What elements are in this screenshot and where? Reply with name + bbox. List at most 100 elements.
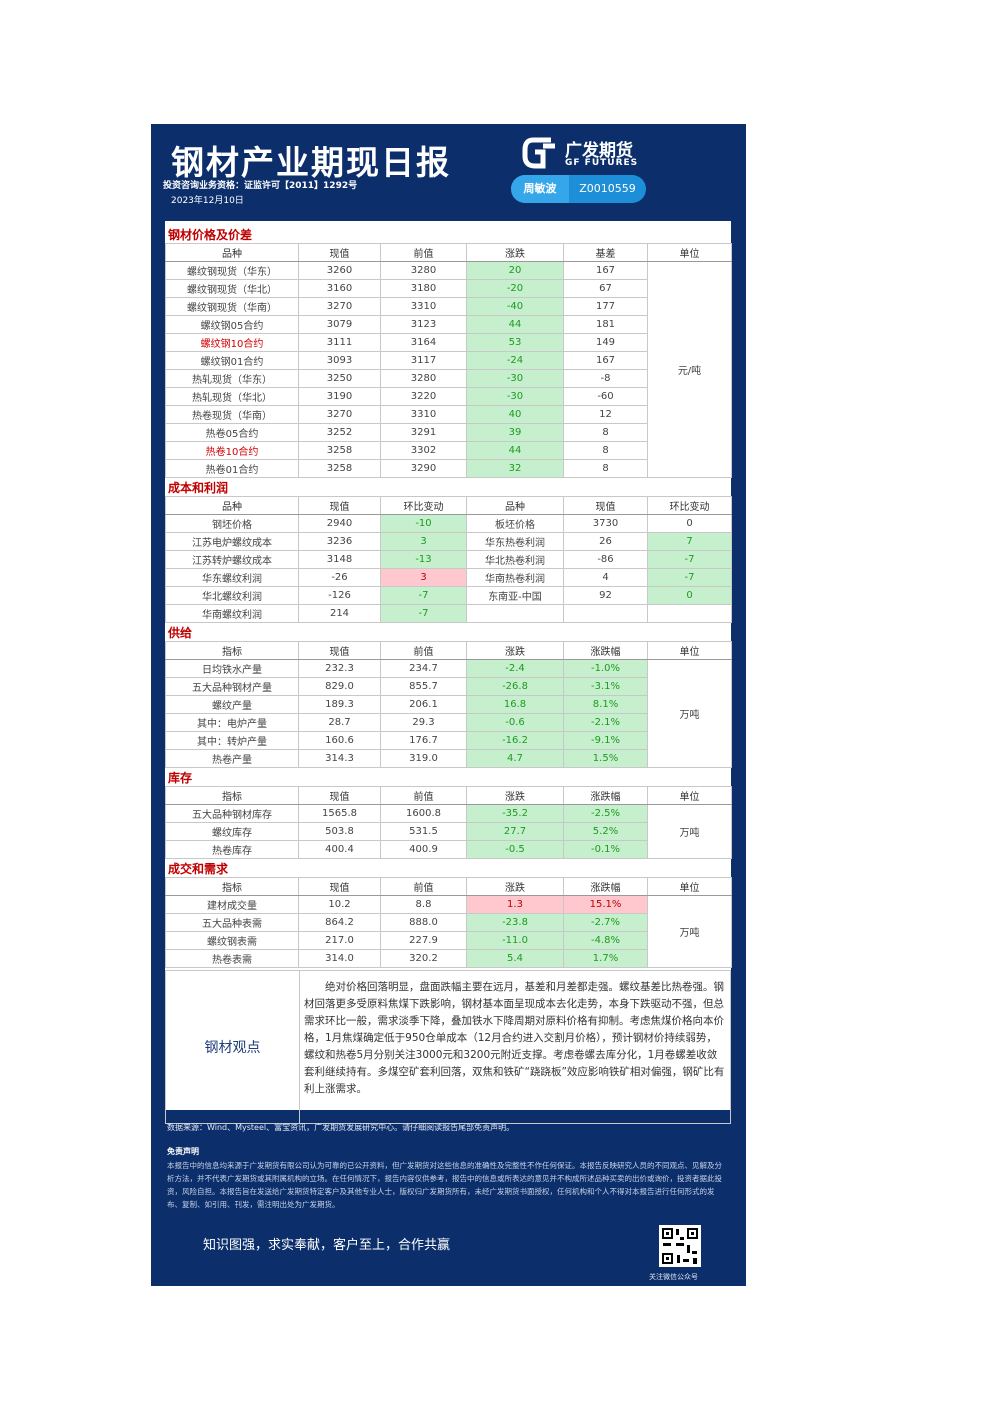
cell: 3236	[298, 532, 381, 551]
cell: 28.7	[298, 713, 381, 732]
column-header: 现值	[563, 496, 648, 515]
cell: 3164	[380, 333, 467, 352]
column-header: 环比变动	[647, 496, 732, 515]
column-header: 品种	[165, 243, 299, 262]
column-header: 单位	[647, 877, 732, 896]
cell: 531.5	[380, 822, 467, 841]
cell: -7	[380, 604, 467, 623]
cell: 829.0	[298, 677, 381, 696]
column-header: 单位	[647, 786, 732, 805]
row-label: 钢坯价格	[165, 514, 299, 533]
cell: 167	[563, 351, 648, 370]
row-label: 螺纹库存	[165, 822, 299, 841]
row-label: 五大品种表需	[165, 913, 299, 932]
cell: 40	[466, 405, 564, 424]
cell: -4.8%	[563, 931, 648, 950]
cell: 1.7%	[563, 949, 648, 968]
opinion-text: 绝对价格回落明显，盘面跌幅主要在远月，基差和月差都走强。螺纹基差比热卷强。钢材回…	[304, 981, 725, 1095]
column-header: 指标	[165, 877, 299, 896]
cell: 7	[647, 532, 732, 551]
data-row: 钢坯价格 2940 -10 板坯价格 3730 0	[165, 514, 732, 533]
cell: -40	[466, 297, 564, 316]
row-label: 热卷现货（华南）	[165, 405, 299, 424]
cell: 176.7	[380, 731, 467, 750]
row-label: 其中：电炉产量	[165, 713, 299, 732]
row-label: 江苏电炉螺纹成本	[165, 532, 299, 551]
cell: 3117	[380, 351, 467, 370]
row-label: 螺纹钢10合约	[165, 333, 299, 352]
data-row: 热轧现货（华东） 3250 3280 -30 -8	[165, 369, 732, 388]
column-header: 指标	[165, 641, 299, 660]
cell: 864.2	[298, 913, 381, 932]
row-label: 热轧现货（华东）	[165, 369, 299, 388]
cell: -0.5	[466, 840, 564, 859]
cell: 29.3	[380, 713, 467, 732]
cell: 0	[647, 586, 732, 605]
cell: -126	[298, 586, 381, 605]
section-title: 成本和利润	[168, 481, 229, 495]
cell: 3270	[298, 405, 381, 424]
cell: 3	[380, 568, 467, 587]
report-panel: 钢材产业期现日报 投资咨询业务资格：证监许可【2011】1292号 2023年1…	[151, 124, 746, 1286]
cell: 3220	[380, 387, 467, 406]
cell: 3291	[380, 423, 467, 442]
data-row: 华北螺纹利润 -126 -7 东南亚-中国 92 0	[165, 586, 732, 605]
column-header: 现值	[298, 496, 381, 515]
cell: -13	[380, 550, 467, 569]
data-row: 江苏电炉螺纹成本 3236 3 华东热卷利润 26 7	[165, 532, 732, 551]
data-row: 热卷05合约 3252 3291 39 8	[165, 423, 732, 442]
row-label: 华北螺纹利润	[165, 586, 299, 605]
cell: 855.7	[380, 677, 467, 696]
row-label: 日均铁水产量	[165, 659, 299, 678]
cell: 44	[466, 441, 564, 460]
cell: -11.0	[466, 931, 564, 950]
slogan: 知识图强，求实奉献，客户至上，合作共赢	[203, 1238, 451, 1253]
cell: 3079	[298, 315, 381, 334]
section-title: 库存	[168, 771, 193, 785]
column-header: 涨跌	[466, 243, 564, 262]
data-row: 螺纹钢现货（华南） 3270 3310 -40 177	[165, 297, 732, 316]
data-row: 五大品种表需 864.2 888.0 -23.8 -2.7%	[165, 913, 732, 932]
cell: 400.9	[380, 840, 467, 859]
cell: 16.8	[466, 695, 564, 714]
column-header: 涨跌	[466, 641, 564, 660]
data-row: 其中：转炉产量 160.6 176.7 -16.2 -9.1%	[165, 731, 732, 750]
data-row: 螺纹产量 189.3 206.1 16.8 8.1%	[165, 695, 732, 714]
analyst-pill: 周敏波 Z0010559	[511, 175, 646, 203]
column-header: 环比变动	[380, 496, 467, 515]
cell: -2.7%	[563, 913, 648, 932]
analyst-license: Z0010559	[579, 182, 636, 195]
header-row: 指标 现值 前值 涨跌 涨跌幅 单位	[165, 877, 732, 896]
logo: 广发期货 GF FUTURES	[521, 134, 641, 174]
column-header: 前值	[380, 786, 467, 805]
cell: -35.2	[466, 804, 564, 823]
cell: 888.0	[380, 913, 467, 932]
cell: 314.0	[298, 949, 381, 968]
cell: 3310	[380, 297, 467, 316]
cell: 160.6	[298, 731, 381, 750]
cell: 4.7	[466, 749, 564, 768]
cell: -2.5%	[563, 804, 648, 823]
column-header: 涨跌幅	[563, 786, 648, 805]
cell: 10.2	[298, 895, 381, 914]
cell: 314.3	[298, 749, 381, 768]
data-row: 热卷库存 400.4 400.9 -0.5 -0.1%	[165, 840, 732, 859]
data-row: 日均铁水产量 232.3 234.7 -2.4 -1.0% 万吨	[165, 659, 732, 768]
cell: 400.4	[298, 840, 381, 859]
section-title: 钢材价格及价差	[168, 228, 253, 242]
data-row: 螺纹钢表需 217.0 227.9 -11.0 -4.8%	[165, 931, 732, 950]
row-label: 五大品种钢材库存	[165, 804, 299, 823]
column-header: 单位	[647, 641, 732, 660]
data-row: 螺纹钢05合约 3079 3123 44 181	[165, 315, 732, 334]
unit: 万吨	[647, 895, 732, 968]
row-label: 其中：转炉产量	[165, 731, 299, 750]
cell: -7	[647, 568, 732, 587]
cell: -3.1%	[563, 677, 648, 696]
data-row: 五大品种钢材库存 1565.8 1600.8 -35.2 -2.5% 万吨	[165, 804, 732, 859]
cell: 3252	[298, 423, 381, 442]
section-title: 成交和需求	[168, 862, 229, 876]
row-label: 热卷产量	[165, 749, 299, 768]
logo-en: GF FUTURES	[565, 158, 639, 168]
cell: -30	[466, 369, 564, 388]
row-label: 江苏转炉螺纹成本	[165, 550, 299, 569]
